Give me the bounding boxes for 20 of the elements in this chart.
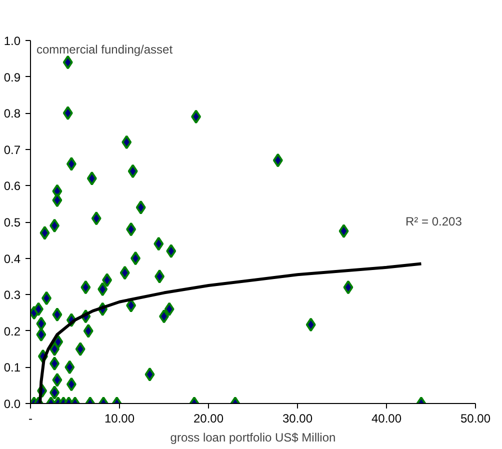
y-tick-label: 0.8	[4, 106, 21, 121]
annotation: R² = 0.203	[406, 214, 462, 228]
x-axis-title: gross loan portfolio US$ Million	[170, 430, 336, 444]
y-tick-label: 1.0	[4, 34, 21, 48]
y-tick-label: 0.7	[4, 142, 21, 157]
y-tick-label: 0.9	[4, 70, 21, 84]
y-tick-label: 0.4	[4, 252, 21, 266]
x-tick-label: 30.00	[282, 412, 313, 426]
y-tick-label: 0.5	[4, 216, 21, 230]
x-tick-label: 50.00	[460, 412, 491, 426]
x-tick-label: 20.00	[193, 412, 224, 426]
y-axis-title: commercial funding/asset	[36, 42, 174, 56]
y-tick-label: 0.6	[4, 179, 21, 194]
x-tick-label: -	[28, 412, 32, 426]
y-tick-label: 0.3	[4, 288, 21, 302]
x-tick-label: 40.00	[371, 412, 402, 426]
y-tick-label: 0.2	[4, 324, 21, 338]
y-tick-label: 0.0	[4, 397, 21, 411]
y-tick-label: 0.1	[4, 360, 21, 375]
x-tick-label: 10.00	[104, 412, 135, 426]
